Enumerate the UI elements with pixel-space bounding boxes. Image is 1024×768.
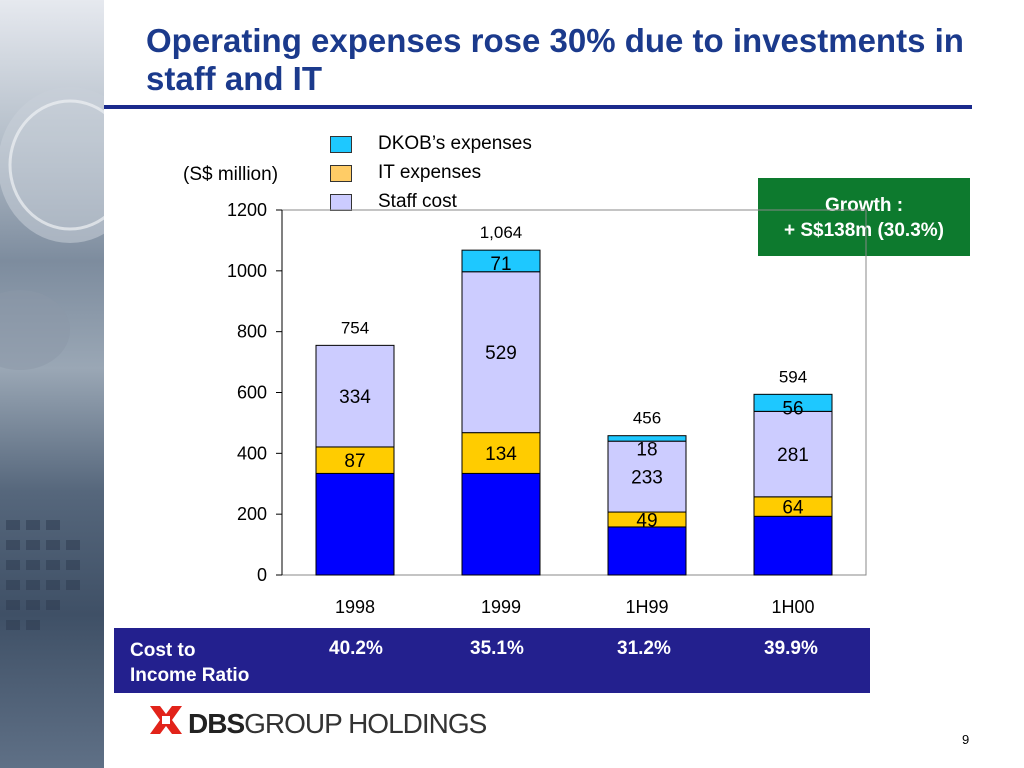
segment-value-label: 529 bbox=[485, 343, 517, 364]
segment-value-label: 71 bbox=[490, 254, 511, 275]
growth-callout: Growth : + S$138m (30.3%) bbox=[758, 178, 970, 256]
bar-segment bbox=[461, 249, 541, 273]
y-tick-label: 1000 bbox=[227, 261, 267, 281]
ratio-1h00: 39.9% bbox=[764, 638, 818, 659]
y-tick-label: 1200 bbox=[227, 200, 267, 220]
x-tick-label: 1H00 bbox=[771, 597, 814, 617]
bar-segment bbox=[753, 393, 833, 412]
legend-label-dkob: DKOB’s expenses bbox=[378, 133, 532, 154]
logo-wordmark-rest: GROUP HOLDINGS bbox=[244, 708, 487, 739]
segment-value-label: 281 bbox=[777, 445, 809, 466]
y-tick-label: 400 bbox=[237, 443, 267, 463]
bar-segment bbox=[461, 432, 541, 474]
bar-segment bbox=[607, 526, 687, 576]
segment-value-label: 87 bbox=[344, 451, 365, 472]
bar-segment bbox=[607, 440, 687, 513]
bar-segment bbox=[315, 344, 395, 448]
growth-line-1: Growth : bbox=[824, 195, 904, 216]
ratio-1998: 40.2% bbox=[329, 638, 383, 659]
y-tick-label: 0 bbox=[257, 565, 267, 585]
segment-value-label: 56 bbox=[782, 398, 803, 419]
page-number: 9 bbox=[962, 732, 970, 747]
legend-swatch-it bbox=[330, 165, 352, 182]
bar-segment bbox=[753, 410, 833, 498]
logo-wordmark: DBSGROUP HOLDINGS bbox=[188, 708, 487, 740]
bar-total-label: 1,064 bbox=[480, 223, 523, 242]
segment-value-label: 49 bbox=[636, 510, 657, 531]
bar-segment bbox=[607, 435, 687, 442]
bar-total-label: 754 bbox=[341, 318, 369, 337]
unit-label: (S$ million) bbox=[183, 164, 279, 185]
y-tick-label: 200 bbox=[237, 504, 267, 524]
bar-segment bbox=[753, 515, 833, 576]
dbs-star-icon bbox=[150, 706, 182, 734]
segment-value-label: 134 bbox=[485, 444, 517, 465]
segment-value-label: 18 bbox=[636, 440, 657, 461]
segment-value-label: 233 bbox=[631, 468, 663, 489]
bar-total-label: 594 bbox=[779, 367, 807, 386]
logo-wordmark-bold: DBS bbox=[188, 708, 245, 739]
legend-swatch-dkob bbox=[330, 136, 352, 153]
decorative-sidebar bbox=[0, 0, 104, 768]
company-logo: DBSGROUP HOLDINGS bbox=[148, 702, 487, 742]
segment-value-label: 64 bbox=[782, 498, 804, 519]
bar-total-label: 456 bbox=[633, 409, 661, 428]
title-divider bbox=[104, 105, 972, 109]
cost-income-label: Cost to Income Ratio bbox=[130, 640, 250, 686]
ratio-1h99: 31.2% bbox=[617, 638, 671, 659]
legend-label-it: IT expenses bbox=[378, 162, 482, 183]
x-tick-label: 1999 bbox=[481, 597, 521, 617]
bar-segment bbox=[461, 271, 541, 434]
segment-value-label: 334 bbox=[339, 387, 371, 408]
page-title: Operating expenses rose 30% due to inves… bbox=[146, 22, 964, 97]
ratio-1999: 35.1% bbox=[470, 638, 524, 659]
y-tick-label: 600 bbox=[237, 383, 267, 403]
x-tick-label: 1998 bbox=[335, 597, 375, 617]
y-tick-label: 800 bbox=[237, 322, 267, 342]
bar-segment bbox=[315, 472, 395, 576]
x-tick-label: 1H99 bbox=[625, 597, 668, 617]
growth-line-2: + S$138m (30.3%) bbox=[783, 220, 944, 241]
legend-label-staff: Staff cost bbox=[378, 191, 457, 212]
cost-income-bar: Cost to Income Ratio 40.2% 35.1% 31.2% 3… bbox=[114, 628, 870, 693]
bar-segment bbox=[461, 472, 541, 576]
